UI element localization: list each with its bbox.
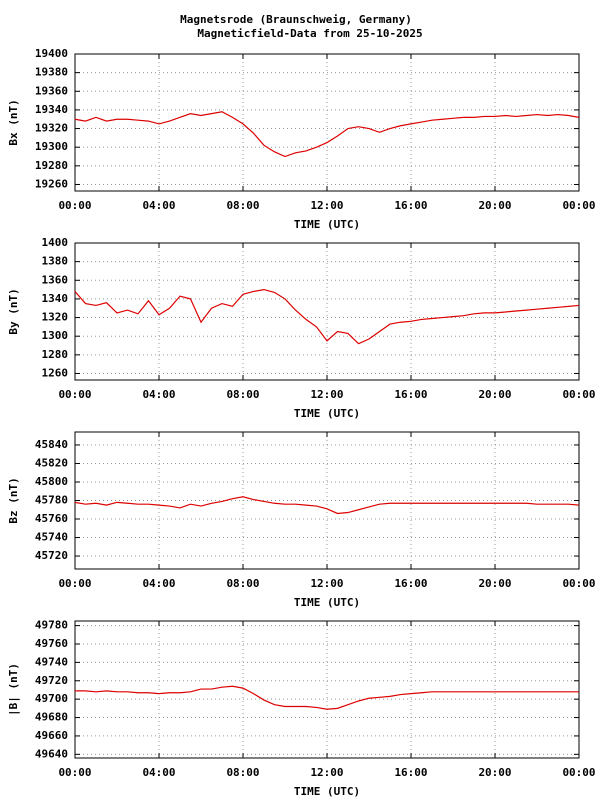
y-tick-label: 45740 <box>35 531 68 544</box>
x-tick-label: 00:00 <box>58 577 91 590</box>
y-tick-label: 45760 <box>35 512 68 525</box>
plot-frame <box>74 620 580 759</box>
y-tick-label: 49640 <box>35 747 68 760</box>
y-tick-label: 49740 <box>35 655 68 668</box>
x-tick-label: 00:00 <box>562 577 595 590</box>
chart-subtitle: Magneticfield-Data from 25-10-2025 <box>197 27 422 40</box>
x-axis-title: TIME (UTC) <box>294 596 360 609</box>
plot-frame <box>74 242 580 381</box>
x-tick-label: 12:00 <box>310 577 343 590</box>
x-tick-label: 12:00 <box>310 766 343 779</box>
x-tick-label: 00:00 <box>562 199 595 212</box>
x-tick-label: 04:00 <box>142 199 175 212</box>
y-axis-title: Bz (nT) <box>7 477 20 523</box>
x-tick-label: 04:00 <box>142 766 175 779</box>
y-tick-label: 19340 <box>35 103 68 116</box>
x-axis-title: TIME (UTC) <box>294 218 360 231</box>
chart-title: Magnetsrode (Braunschweig, Germany) <box>180 13 412 26</box>
x-tick-label: 08:00 <box>226 388 259 401</box>
x-axis-title: TIME (UTC) <box>294 785 360 798</box>
x-tick-label: 16:00 <box>394 766 427 779</box>
y-tick-label: 19300 <box>35 140 68 153</box>
x-tick-label: 16:00 <box>394 577 427 590</box>
y-tick-label: 1360 <box>42 273 69 286</box>
x-tick-label: 20:00 <box>478 766 511 779</box>
y-tick-label: 19360 <box>35 84 68 97</box>
x-tick-label: 00:00 <box>562 766 595 779</box>
y-tick-label: 45820 <box>35 456 68 469</box>
x-tick-label: 12:00 <box>310 388 343 401</box>
data-line <box>75 685 579 710</box>
y-tick-label: 19380 <box>35 66 68 79</box>
y-tick-label: 1340 <box>42 292 69 305</box>
plot-frame <box>74 431 580 570</box>
y-tick-label: 1260 <box>42 366 69 379</box>
y-tick-label: 45840 <box>35 438 68 451</box>
y-tick-label: 19400 <box>35 47 68 60</box>
x-tick-label: 04:00 <box>142 388 175 401</box>
x-tick-label: 20:00 <box>478 199 511 212</box>
y-axis-title: By (nT) <box>7 288 20 334</box>
data-line <box>74 288 580 345</box>
x-tick-label: 08:00 <box>226 766 259 779</box>
x-tick-label: 08:00 <box>226 577 259 590</box>
x-tick-label: 00:00 <box>58 388 91 401</box>
plot-frame <box>74 53 580 192</box>
y-tick-label: 19320 <box>35 122 68 135</box>
y-axis-title: |B| (nT) <box>7 663 20 716</box>
x-tick-label: 12:00 <box>310 199 343 212</box>
y-tick-label: 1320 <box>42 311 69 324</box>
y-tick-label: 49680 <box>35 711 68 724</box>
x-tick-label: 16:00 <box>394 388 427 401</box>
x-tick-label: 16:00 <box>394 199 427 212</box>
data-line <box>74 111 580 158</box>
y-tick-label: 49760 <box>35 637 68 650</box>
y-tick-label: 45800 <box>35 475 68 488</box>
data-line <box>74 496 580 515</box>
y-tick-label: 45720 <box>35 549 68 562</box>
y-tick-label: 45780 <box>35 494 68 507</box>
x-tick-label: 00:00 <box>58 199 91 212</box>
x-tick-label: 08:00 <box>226 199 259 212</box>
y-tick-label: 1400 <box>42 236 69 249</box>
y-tick-label: 1380 <box>42 255 69 268</box>
y-tick-label: 19280 <box>35 159 68 172</box>
y-tick-label: 1300 <box>42 329 69 342</box>
x-tick-label: 00:00 <box>562 388 595 401</box>
y-tick-label: 49720 <box>35 674 68 687</box>
y-tick-label: 1280 <box>42 348 69 361</box>
x-tick-label: 04:00 <box>142 577 175 590</box>
y-tick-label: 49780 <box>35 619 68 632</box>
x-axis-title: TIME (UTC) <box>294 407 360 420</box>
x-tick-label: 20:00 <box>478 388 511 401</box>
y-tick-label: 49660 <box>35 729 68 742</box>
x-tick-label: 20:00 <box>478 577 511 590</box>
x-tick-label: 00:00 <box>58 766 91 779</box>
y-tick-label: 49700 <box>35 692 68 705</box>
y-axis-title: Bx (nT) <box>7 99 20 145</box>
y-tick-label: 19260 <box>35 177 68 190</box>
